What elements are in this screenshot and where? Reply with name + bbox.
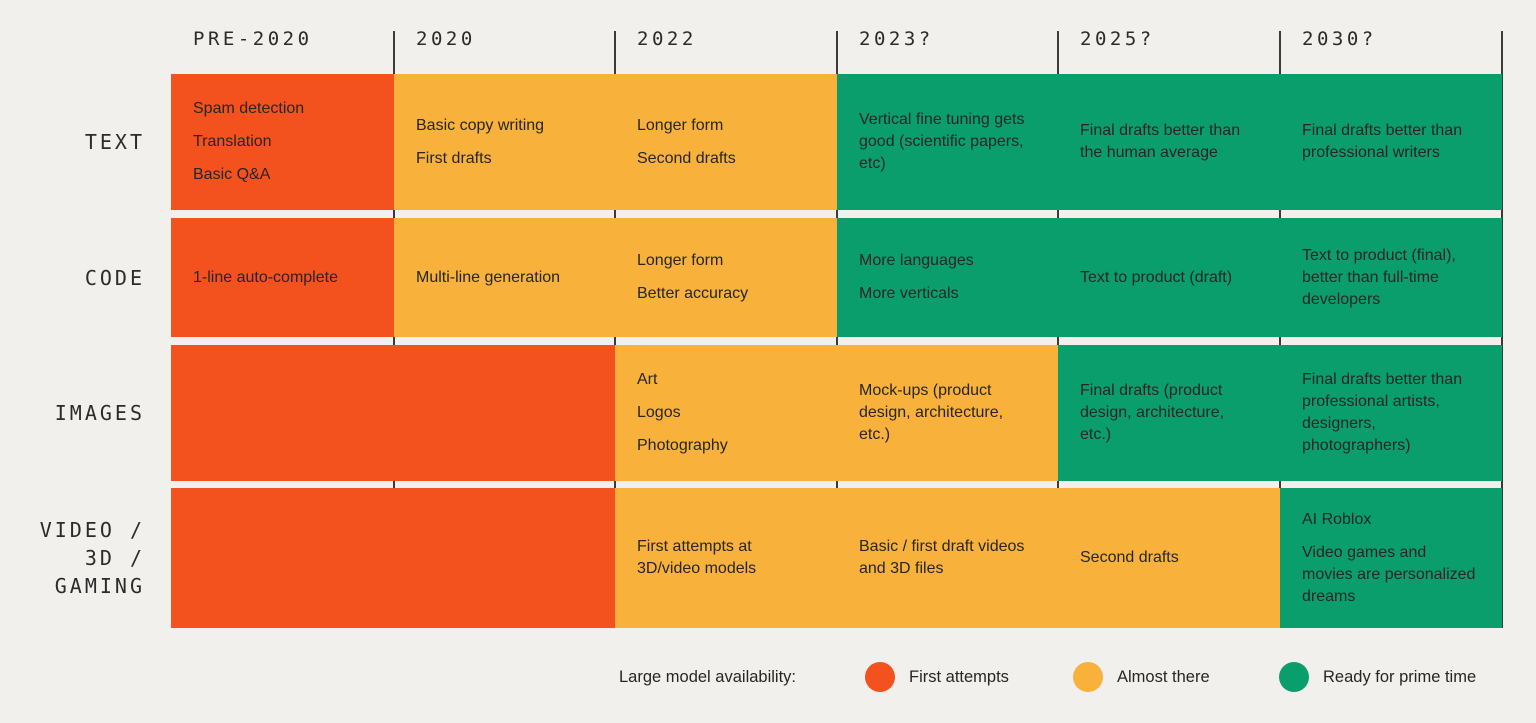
cell-video-3d-gaming-2030: AI Roblox Video games and movies are pers… bbox=[1280, 488, 1502, 628]
cell-text-2030: Final drafts better than professional wr… bbox=[1280, 74, 1502, 210]
cell-item: Longer form bbox=[637, 116, 724, 134]
cell-text-2023: Vertical fine tuning gets good (scientif… bbox=[837, 74, 1058, 210]
cell-video-3d-gaming-2025: Second drafts bbox=[1058, 488, 1280, 628]
legend-title: Large model availability: bbox=[619, 668, 797, 686]
cell-item: Basic Q&A bbox=[193, 166, 271, 183]
cell-item: Basic copy writing bbox=[416, 116, 545, 134]
legend-item-ready-for-prime-time: Ready for prime time bbox=[1279, 662, 1476, 692]
column-header-2025: 2025? bbox=[1080, 28, 1155, 50]
legend-dot-almost-there bbox=[1073, 662, 1103, 692]
cell-images-pre-2020 bbox=[171, 345, 394, 481]
legend: Large model availability: First attempts… bbox=[0, 662, 1536, 692]
cell-item: First drafts bbox=[416, 149, 492, 167]
cell-code-pre-2020: 1-line auto-complete bbox=[171, 218, 394, 337]
cell-item: Translation bbox=[193, 133, 272, 150]
cell-item: More verticals bbox=[859, 285, 959, 302]
row-label-line: TEXT bbox=[84, 130, 145, 154]
column-header-2020: 2020 bbox=[416, 28, 476, 50]
cell-item: Second drafts bbox=[1080, 549, 1179, 566]
cell-item: Final drafts better than professional ar… bbox=[1302, 371, 1463, 454]
cell-item: AI Roblox bbox=[1302, 510, 1372, 528]
cell-text-2020: Basic copy writing First drafts bbox=[394, 74, 615, 210]
column-header-pre-2020: PRE-2020 bbox=[193, 28, 313, 50]
cell-item: Mock-ups (product design, architecture, … bbox=[859, 382, 1004, 443]
cell-item: Longer form bbox=[637, 252, 724, 269]
cell-code-2025: Text to product (draft) bbox=[1058, 218, 1280, 337]
cell-item: Basic / first draft videos and 3D files bbox=[859, 538, 1025, 577]
legend-dot-ready-for-prime-time bbox=[1279, 662, 1309, 692]
cell-text-pre-2020: Spam detection Translation Basic Q&A bbox=[171, 74, 394, 210]
row-label-code: CODE bbox=[0, 218, 145, 337]
cell-item: Better accuracy bbox=[637, 285, 749, 302]
cell-item: Art bbox=[637, 371, 658, 388]
legend-item-almost-there: Almost there bbox=[1073, 662, 1210, 692]
cell-item: More languages bbox=[859, 252, 974, 269]
cell-item: Final drafts (product design, architectu… bbox=[1080, 382, 1225, 443]
cell-item: Second drafts bbox=[637, 149, 736, 167]
column-header-2022: 2022 bbox=[637, 28, 697, 50]
row-label-line: VIDEO / bbox=[39, 518, 145, 542]
row-label-images: IMAGES bbox=[0, 345, 145, 481]
cell-item: Text to product (final), better than ful… bbox=[1302, 246, 1456, 308]
cell-code-2023: More languages More verticals bbox=[837, 218, 1058, 337]
cell-item: Vertical fine tuning gets good (scientif… bbox=[859, 111, 1025, 172]
cell-item: Logos bbox=[637, 404, 681, 421]
row-label-line: CODE bbox=[84, 265, 145, 290]
cell-video-3d-gaming-2023: Basic / first draft videos and 3D files bbox=[837, 488, 1058, 628]
cell-item: First attempts at 3D/video models bbox=[637, 538, 757, 577]
cell-text-2022: Longer form Second drafts bbox=[615, 74, 837, 210]
cell-video-3d-gaming-pre-2020 bbox=[171, 488, 394, 628]
cell-images-2020 bbox=[394, 345, 615, 481]
column-header-2030: 2030? bbox=[1302, 28, 1377, 50]
cell-item: Multi-line generation bbox=[416, 268, 561, 286]
legend-item-first-attempts: First attempts bbox=[865, 662, 1009, 692]
row-label-line: IMAGES bbox=[54, 401, 145, 425]
row-label-text: TEXT bbox=[0, 74, 145, 210]
cell-video-3d-gaming-2022: First attempts at 3D/video models bbox=[615, 488, 837, 628]
row-label-line: 3D / bbox=[84, 546, 145, 570]
row-label-video-3d-gaming: VIDEO / 3D / GAMING bbox=[0, 488, 145, 628]
cell-images-2023: Mock-ups (product design, architecture, … bbox=[837, 345, 1058, 481]
cell-images-2030: Final drafts better than professional ar… bbox=[1280, 345, 1502, 481]
cell-code-2020: Multi-line generation bbox=[394, 218, 615, 337]
legend-dot-first-attempts bbox=[865, 662, 895, 692]
cell-video-3d-gaming-2020 bbox=[394, 488, 615, 628]
cell-item: 1-line auto-complete bbox=[193, 268, 338, 286]
cell-images-2025: Final drafts (product design, architectu… bbox=[1058, 345, 1280, 481]
cell-item: Text to product (draft) bbox=[1080, 268, 1233, 286]
column-header-2023: 2023? bbox=[859, 28, 934, 50]
cell-images-2022: Art Logos Photography bbox=[615, 345, 837, 481]
cell-item: Final drafts better than professional wr… bbox=[1302, 122, 1463, 161]
legend-item-label: Almost there bbox=[1117, 668, 1210, 686]
cell-code-2030: Text to product (final), better than ful… bbox=[1280, 218, 1502, 337]
cell-item: Photography bbox=[637, 437, 728, 454]
cell-item: Spam detection bbox=[193, 100, 305, 117]
cell-item: Final drafts better than the human avera… bbox=[1080, 122, 1241, 161]
legend-item-label: First attempts bbox=[909, 668, 1009, 686]
row-label-line: GAMING bbox=[54, 574, 145, 598]
cell-text-2025: Final drafts better than the human avera… bbox=[1058, 74, 1280, 210]
cell-code-2022: Longer form Better accuracy bbox=[615, 218, 837, 337]
cell-item: Video games and movies are personalized … bbox=[1302, 543, 1476, 605]
legend-item-label: Ready for prime time bbox=[1323, 668, 1477, 686]
